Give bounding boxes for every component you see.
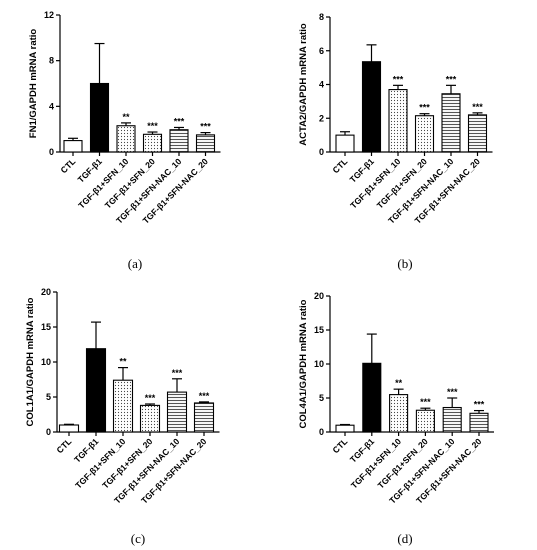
significance-label: **: [122, 112, 130, 122]
bar: [442, 406, 462, 433]
bar: [389, 394, 409, 433]
bar: [335, 424, 355, 433]
panel-label: (a): [128, 256, 142, 271]
y-axis-title: ACTA2/GAPDH mRNA ratio: [298, 23, 309, 146]
bar: [116, 125, 136, 153]
bar: [58, 424, 80, 433]
category-label: CTL: [331, 436, 350, 455]
significance-label: ***: [472, 102, 483, 112]
bar: [361, 61, 382, 153]
bar: [415, 409, 435, 433]
y-tick-label: 8: [49, 56, 54, 66]
category-label: CTL: [59, 156, 78, 175]
bar: [139, 404, 161, 433]
bar: [414, 115, 435, 153]
significance-label: ***: [474, 400, 485, 410]
bar: [85, 348, 107, 433]
y-tick-label: 20: [314, 291, 324, 301]
y-tick-label: 0: [46, 427, 51, 437]
y-tick-label: 4: [49, 101, 54, 111]
bar: [441, 93, 461, 153]
y-tick-label: 15: [314, 325, 324, 335]
y-tick-label: 0: [319, 427, 324, 437]
y-tick-label: 2: [319, 113, 324, 123]
y-axis-title: COL1A1/GAPDH mRNA ratio: [25, 297, 36, 426]
bar: [335, 134, 355, 153]
significance-label: ***: [172, 368, 183, 378]
panel-label: (b): [397, 256, 412, 271]
y-tick-label: 4: [319, 80, 324, 90]
y-axis-title: FN1/GAPDH mRNA ratio: [28, 29, 39, 139]
bar: [193, 402, 215, 433]
y-tick-label: 8: [319, 12, 324, 22]
y-tick-label: 10: [41, 357, 51, 367]
y-axis-title: COL4A1/GAPDH mRNA ratio: [298, 299, 309, 428]
bar: [195, 134, 216, 153]
bar: [89, 82, 110, 153]
bar: [63, 140, 83, 153]
y-tick-label: 5: [46, 392, 51, 402]
y-tick-label: 10: [314, 359, 324, 369]
bar: [469, 412, 489, 433]
bar: [112, 379, 134, 433]
significance-label: ***: [147, 121, 158, 131]
y-tick-label: 20: [41, 287, 51, 297]
bar: [169, 129, 189, 153]
y-tick-label: 5: [319, 393, 324, 403]
bar: [166, 391, 188, 433]
category-label: CTL: [331, 156, 350, 175]
category-label: CTL: [55, 436, 74, 455]
bar: [467, 114, 488, 153]
y-tick-label: 0: [319, 147, 324, 157]
significance-label: ***: [174, 116, 185, 126]
significance-label: ***: [145, 393, 156, 403]
significance-label: **: [395, 378, 403, 388]
y-tick-label: 6: [319, 46, 324, 56]
bar: [388, 89, 408, 153]
significance-label: ***: [446, 74, 457, 84]
y-tick-label: 15: [41, 322, 51, 332]
significance-label: ***: [419, 103, 430, 113]
significance-label: ***: [393, 74, 404, 84]
bar: [142, 133, 163, 153]
panel-label: (c): [131, 531, 145, 546]
significance-label: ***: [447, 387, 458, 397]
significance-label: ***: [200, 122, 211, 132]
bar: [362, 362, 382, 433]
y-tick-label: 0: [49, 147, 54, 157]
significance-label: **: [119, 357, 127, 367]
panel-label: (d): [397, 531, 412, 546]
y-tick-label: 12: [44, 10, 54, 20]
significance-label: ***: [199, 391, 210, 401]
significance-label: ***: [420, 397, 431, 407]
